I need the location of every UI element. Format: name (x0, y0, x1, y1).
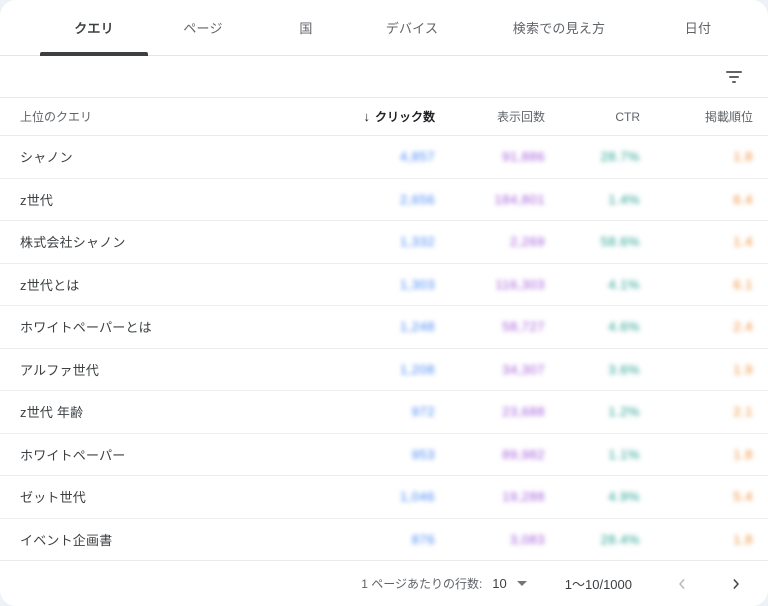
tab-pages[interactable]: ページ (148, 0, 258, 55)
column-header-clicks-label: クリック数 (375, 108, 435, 125)
position-value: 6.1 (640, 277, 753, 292)
tab-dates[interactable]: 日付 (648, 0, 748, 55)
position-value: 5.4 (640, 489, 753, 504)
position-value: 1.8 (640, 447, 753, 462)
query-cell: ゼット世代 (20, 487, 355, 506)
impressions-value: 91,886 (435, 149, 545, 164)
position-value: 1.9 (640, 362, 753, 377)
table-row[interactable]: z世代 年齢 972 23,688 1.2% 2.1 (0, 391, 768, 434)
clicks-value: 1,332 (355, 234, 435, 249)
ctr-value: 28.7% (545, 149, 640, 164)
table-row[interactable]: ホワイトペーパー 953 89,982 1.1% 1.8 (0, 434, 768, 477)
position-value: 2.4 (640, 319, 753, 334)
query-cell: イベント企画書 (20, 530, 355, 549)
tab-search-appearance[interactable]: 検索での見え方 (470, 0, 648, 55)
chevron-left-icon (674, 576, 690, 592)
tab-queries[interactable]: クエリ (40, 0, 148, 55)
impressions-value: 34,307 (435, 362, 545, 377)
filter-toolbar (0, 56, 768, 98)
ctr-value: 4.9% (545, 489, 640, 504)
impressions-value: 2,269 (435, 234, 545, 249)
next-page-button[interactable] (726, 574, 746, 594)
ctr-value: 1.1% (545, 447, 640, 462)
impressions-value: 3,083 (435, 532, 545, 547)
table-row[interactable]: アルファ世代 1,208 34,307 3.6% 1.9 (0, 349, 768, 392)
position-value: 1.4 (640, 234, 753, 249)
query-cell: ホワイトペーパーとは (20, 317, 355, 336)
query-cell: アルファ世代 (20, 360, 355, 379)
clicks-value: 1,046 (355, 489, 435, 504)
table-row[interactable]: イベント企画書 876 3,083 28.4% 1.8 (0, 519, 768, 561)
clicks-value: 2,656 (355, 192, 435, 207)
previous-page-button[interactable] (672, 574, 692, 594)
rows-per-page-select[interactable]: 10 (492, 576, 526, 591)
query-cell: z世代とは (20, 275, 355, 294)
pagination-range: 1～10/1000 (565, 574, 632, 593)
column-header-impressions[interactable]: 表示回数 (435, 108, 545, 125)
ctr-value: 1.2% (545, 404, 640, 419)
clicks-value: 4,857 (355, 149, 435, 164)
tab-bar: クエリページ国デバイス検索での見え方日付 (0, 0, 768, 56)
ctr-value: 4.1% (545, 277, 640, 292)
filter-button[interactable] (720, 63, 748, 91)
position-value: 1.8 (640, 532, 753, 547)
impressions-value: 184,801 (435, 192, 545, 207)
query-cell: z世代 (20, 190, 355, 209)
ctr-value: 1.4% (545, 192, 640, 207)
impressions-value: 23,688 (435, 404, 545, 419)
clicks-value: 1,303 (355, 277, 435, 292)
position-value: 2.1 (640, 404, 753, 419)
column-header-query[interactable]: 上位のクエリ (20, 108, 355, 125)
ctr-value: 4.6% (545, 319, 640, 334)
ctr-value: 58.6% (545, 234, 640, 249)
filter-list-icon (726, 71, 742, 83)
query-cell: シャノン (20, 147, 355, 166)
arrow-drop-down-icon (517, 581, 527, 586)
clicks-value: 972 (355, 404, 435, 419)
impressions-value: 116,303 (435, 277, 545, 292)
ctr-value: 28.4% (545, 532, 640, 547)
column-header-position[interactable]: 掲載順位 (640, 108, 753, 125)
column-header-ctr[interactable]: CTR (545, 110, 640, 124)
pagination-bar: 1 ページあたりの行数: 10 1～10/1000 (0, 560, 768, 606)
chevron-right-icon (728, 576, 744, 592)
table-row[interactable]: z世代 2,656 184,801 1.4% 6.4 (0, 179, 768, 222)
clicks-value: 1,248 (355, 319, 435, 334)
rows-per-page-value: 10 (492, 576, 506, 591)
table-header: 上位のクエリ ↓ クリック数 表示回数 CTR 掲載順位 (0, 98, 768, 136)
table-row[interactable]: ホワイトペーパーとは 1,248 58,727 4.6% 2.4 (0, 306, 768, 349)
sort-desc-icon: ↓ (363, 109, 370, 124)
clicks-value: 876 (355, 532, 435, 547)
clicks-value: 1,208 (355, 362, 435, 377)
impressions-value: 58,727 (435, 319, 545, 334)
table-body: シャノン 4,857 91,886 28.7% 1.8 z世代 2,656 18… (0, 136, 768, 560)
query-cell: 株式会社シャノン (20, 232, 355, 251)
pager-controls (672, 574, 746, 594)
rows-per-page-label: 1 ページあたりの行数: (361, 575, 482, 592)
position-value: 1.8 (640, 149, 753, 164)
impressions-value: 89,982 (435, 447, 545, 462)
query-cell: ホワイトペーパー (20, 445, 355, 464)
clicks-value: 953 (355, 447, 435, 462)
tab-devices[interactable]: デバイス (354, 0, 470, 55)
performance-report-card: クエリページ国デバイス検索での見え方日付 上位のクエリ ↓ クリック数 表示回数… (0, 0, 768, 606)
table-row[interactable]: ゼット世代 1,046 19,288 4.9% 5.4 (0, 476, 768, 519)
ctr-value: 3.6% (545, 362, 640, 377)
table-row[interactable]: 株式会社シャノン 1,332 2,269 58.6% 1.4 (0, 221, 768, 264)
position-value: 6.4 (640, 192, 753, 207)
table-row[interactable]: z世代とは 1,303 116,303 4.1% 6.1 (0, 264, 768, 307)
column-header-clicks[interactable]: ↓ クリック数 (355, 108, 435, 125)
table-row[interactable]: シャノン 4,857 91,886 28.7% 1.8 (0, 136, 768, 179)
tab-countries[interactable]: 国 (258, 0, 354, 55)
query-cell: z世代 年齢 (20, 402, 355, 421)
impressions-value: 19,288 (435, 489, 545, 504)
